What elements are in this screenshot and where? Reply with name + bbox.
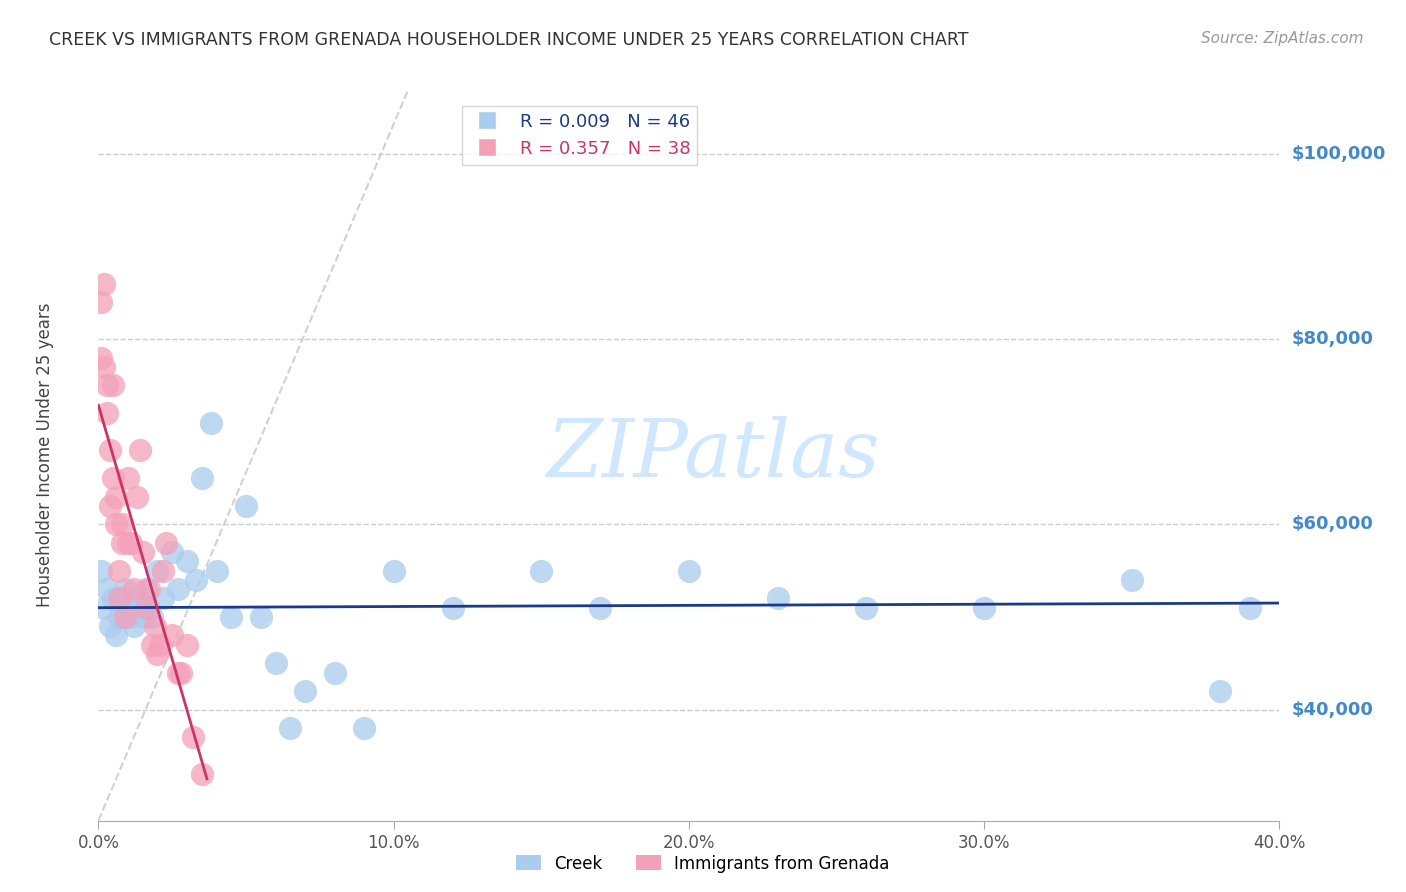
Point	[111, 517, 134, 532]
Point	[105, 517, 128, 532]
Point	[120, 610, 142, 624]
Point	[191, 767, 214, 781]
Point	[98, 619, 121, 633]
Point	[264, 657, 287, 671]
Point	[125, 600, 148, 615]
Point	[141, 610, 163, 624]
Point	[93, 277, 115, 291]
Point	[138, 600, 160, 615]
Point	[122, 619, 145, 633]
Point	[117, 536, 139, 550]
Point	[135, 582, 157, 597]
Point	[128, 591, 150, 606]
Point	[149, 638, 172, 652]
Point	[90, 351, 112, 365]
Text: $60,000: $60,000	[1291, 516, 1374, 533]
Point	[1209, 684, 1232, 698]
Point	[294, 684, 316, 698]
Point	[278, 721, 302, 735]
Point	[105, 490, 128, 504]
Point	[973, 600, 995, 615]
Point	[103, 378, 125, 392]
Point	[103, 471, 125, 485]
Point	[108, 591, 131, 606]
Point	[105, 628, 128, 642]
Point	[1121, 573, 1143, 587]
Point	[181, 731, 204, 745]
Point	[96, 582, 118, 597]
Point	[766, 591, 789, 606]
Point	[98, 443, 121, 458]
Point	[382, 564, 405, 578]
Point	[143, 619, 166, 633]
Text: Source: ZipAtlas.com: Source: ZipAtlas.com	[1201, 31, 1364, 46]
Text: Householder Income Under 25 years: Householder Income Under 25 years	[37, 302, 55, 607]
Point	[120, 536, 142, 550]
Point	[219, 610, 242, 624]
Point	[176, 638, 198, 652]
Point	[235, 499, 257, 513]
Text: $40,000: $40,000	[1291, 700, 1374, 719]
Point	[184, 573, 207, 587]
Point	[855, 600, 877, 615]
Point	[176, 554, 198, 568]
Point	[93, 600, 115, 615]
Point	[200, 416, 222, 430]
Point	[114, 582, 136, 597]
Point	[108, 610, 131, 624]
Point	[132, 545, 155, 559]
Point	[530, 564, 553, 578]
Point	[96, 406, 118, 420]
Point	[191, 471, 214, 485]
Point	[108, 564, 131, 578]
Point	[138, 582, 160, 597]
Point	[441, 600, 464, 615]
Text: CREEK VS IMMIGRANTS FROM GRENADA HOUSEHOLDER INCOME UNDER 25 YEARS CORRELATION C: CREEK VS IMMIGRANTS FROM GRENADA HOUSEHO…	[49, 31, 969, 49]
Legend: R = 0.009   N = 46, R = 0.357   N = 38: R = 0.009 N = 46, R = 0.357 N = 38	[461, 105, 697, 165]
Text: $80,000: $80,000	[1291, 330, 1374, 348]
Point	[111, 600, 134, 615]
Point	[1239, 600, 1261, 615]
Point	[152, 564, 174, 578]
Point	[589, 600, 612, 615]
Point	[146, 647, 169, 661]
Point	[162, 628, 183, 642]
Point	[90, 295, 112, 310]
Point	[135, 600, 157, 615]
Point	[152, 591, 174, 606]
Point	[114, 610, 136, 624]
Point	[111, 536, 134, 550]
Text: ZIPatlas: ZIPatlas	[546, 417, 879, 493]
Point	[96, 378, 118, 392]
Point	[323, 665, 346, 680]
Point	[678, 564, 700, 578]
Point	[205, 564, 228, 578]
Point	[167, 582, 190, 597]
Point	[98, 499, 121, 513]
Point	[122, 582, 145, 597]
Point	[250, 610, 273, 624]
Point	[146, 564, 169, 578]
Point	[117, 471, 139, 485]
Point	[167, 665, 190, 680]
Text: $100,000: $100,000	[1291, 145, 1386, 163]
Point	[128, 443, 150, 458]
Point	[93, 359, 115, 374]
Point	[162, 545, 183, 559]
Point	[132, 610, 155, 624]
Point	[170, 665, 193, 680]
Point	[117, 591, 139, 606]
Point	[103, 591, 125, 606]
Point	[90, 564, 112, 578]
Point	[141, 638, 163, 652]
Point	[353, 721, 375, 735]
Point	[155, 536, 177, 550]
Legend: Creek, Immigrants from Grenada: Creek, Immigrants from Grenada	[509, 848, 897, 880]
Point	[125, 490, 148, 504]
